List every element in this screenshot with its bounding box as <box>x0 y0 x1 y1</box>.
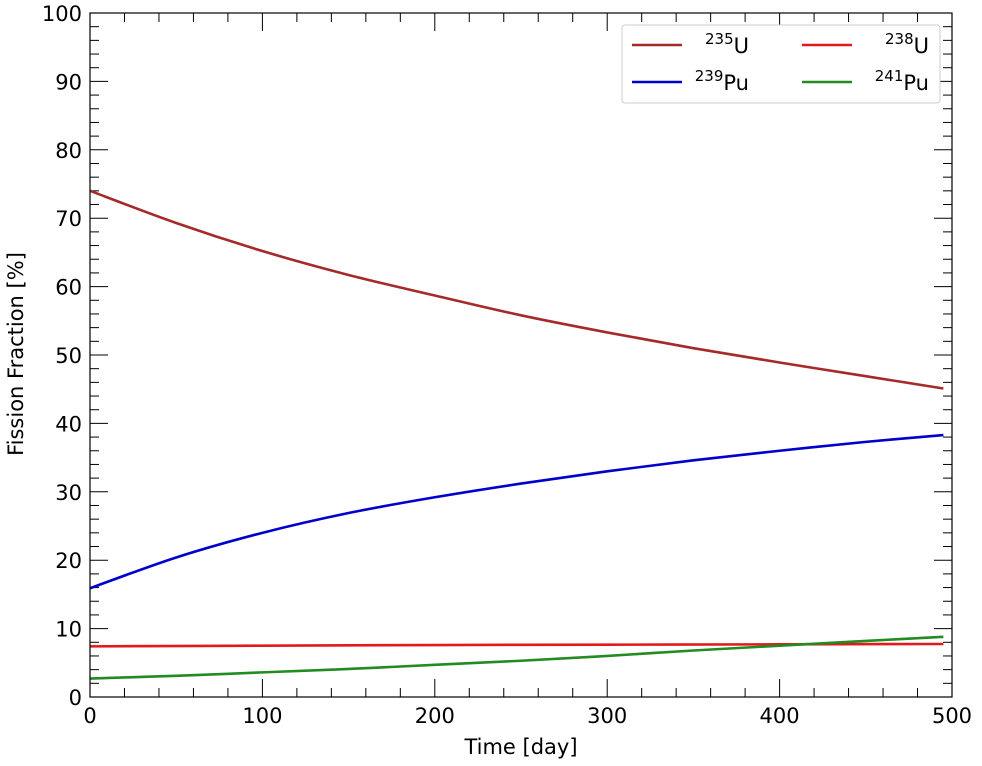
x-tick-label: 0 <box>83 704 96 728</box>
x-tick-label: 300 <box>587 704 627 728</box>
y-axis-label: Fission Fraction [%] <box>4 252 28 456</box>
legend: 235U 239Pu 238U 241Pu <box>621 24 941 104</box>
x-tick-label: 500 <box>932 704 972 728</box>
x-tick-label: 200 <box>415 704 455 728</box>
y-tick-label: 60 <box>55 276 82 300</box>
legend-label-pu-241: 241Pu <box>875 67 929 95</box>
y-tick-label: 50 <box>55 344 82 368</box>
legend-box <box>621 24 941 104</box>
x-tick-label: 100 <box>242 704 282 728</box>
legend-label-pu-239: 239Pu <box>695 67 749 95</box>
y-tick-label: 10 <box>55 618 82 642</box>
y-tick-label: 90 <box>55 70 82 94</box>
axis-tick-labels: 0 10 20 30 40 50 60 70 80 90 100 0 100 200 300 400 500 <box>42 2 972 728</box>
x-axis-label: Time [day] <box>463 735 577 759</box>
y-tick-label: 70 <box>55 207 82 231</box>
plot-frame <box>89 12 953 698</box>
y-tick-label: 0 <box>69 686 82 710</box>
y-tick-label: 80 <box>55 139 82 163</box>
series-line-u-235 <box>89 189 944 390</box>
legend-label-u-238: 238U <box>885 30 929 58</box>
tick-marks <box>89 12 953 698</box>
legend-label-u-235: 235U <box>705 30 749 58</box>
y-tick-label: 40 <box>55 412 82 436</box>
series-line-pu-241 <box>89 635 944 680</box>
y-tick-label: 20 <box>55 549 82 573</box>
series-lines <box>89 189 944 680</box>
y-tick-label: 30 <box>55 481 82 505</box>
y-tick-label: 100 <box>42 2 82 26</box>
series-line-pu-239 <box>89 433 944 590</box>
x-tick-label: 400 <box>760 704 800 728</box>
